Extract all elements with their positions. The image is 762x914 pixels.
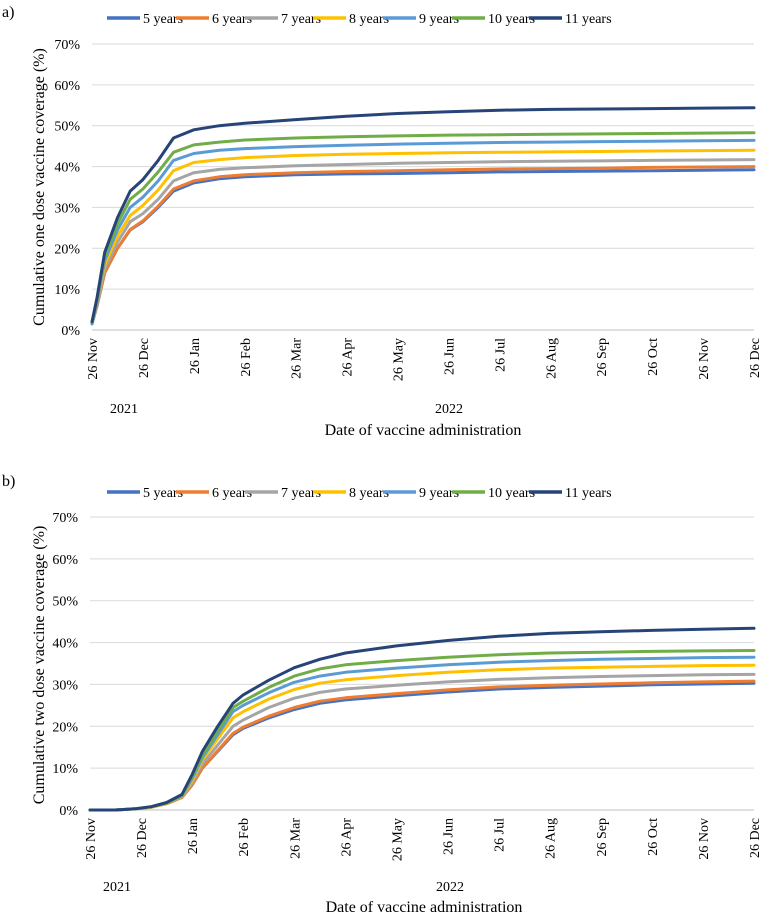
x-tick-label-a: 26 Mar — [290, 338, 305, 379]
legend-label-a: 8 years — [349, 12, 389, 27]
x-tick-label-b: 26 Oct — [646, 818, 661, 856]
y-tick-label-b: 30% — [52, 678, 78, 693]
y-ticks-b: 0% 10% 20% 30% 40% 50% 60% 70% — [52, 511, 78, 819]
panel-label-a: a) — [2, 4, 14, 21]
x-tick-label-a: 26 Jul — [493, 338, 508, 372]
x-ticks-a: 26 Nov 26 Dec 26 Jan 26 Feb 26 Mar 26 Apr 26 M… — [86, 338, 762, 382]
legend-label-a: 5 years — [143, 12, 183, 27]
x-tick-label-b: 26 May — [390, 818, 405, 861]
y-tick-label-a: 60% — [54, 79, 80, 94]
grid-a — [92, 43, 754, 331]
x-tick-label-a: 26 Nov — [697, 338, 712, 380]
y-tick-label-a: 20% — [54, 242, 80, 257]
series-group-a — [90, 106, 756, 326]
x-tick-label-a: 26 May — [392, 338, 407, 381]
x-tick-label-a: 26 Dec — [137, 338, 152, 378]
legend-label-b: 5 years — [143, 486, 183, 501]
legend-label-b: 11 years — [565, 486, 612, 501]
year-label-2021-a: 2021 — [110, 402, 138, 417]
x-axis-title-b: Date of vaccine administration — [326, 899, 523, 914]
x-tick-label-a: 26 Aug — [544, 338, 559, 379]
legend-label-b: 6 years — [212, 486, 252, 501]
legend-b: 5 years 6 years 7 years 8 years 9 years 10 ye… — [107, 486, 612, 501]
x-tick-label-a: 26 Feb — [239, 338, 254, 377]
y-tick-label-a: 50% — [54, 120, 80, 135]
y-tick-label-a: 30% — [54, 201, 80, 216]
legend-label-a: 11 years — [565, 12, 612, 27]
y-axis-title-a: Cumulative one dose vaccine coverage (%) — [31, 48, 48, 326]
x-tick-label-b: 26 Mar — [288, 818, 303, 859]
x-tick-label-b: 26 Apr — [339, 818, 354, 857]
x-tick-label-a: 26 Oct — [646, 338, 661, 376]
x-tick-label-b: 26 Feb — [237, 818, 252, 857]
series-line-a-6-years — [90, 165, 756, 326]
x-tick-label-b: 26 Nov — [697, 818, 712, 860]
x-axis-title-a: Date of vaccine administration — [325, 422, 522, 439]
legend-label-a: 7 years — [281, 12, 321, 27]
panel-label-b: b) — [2, 473, 15, 490]
series-line-a-5-years — [90, 168, 756, 326]
series-group-b — [88, 626, 756, 812]
series-line-a-9-years — [90, 138, 756, 326]
y-tick-label-b: 0% — [59, 804, 78, 819]
x-ticks-b: 26 Nov 26 Dec 26 Jan 26 Feb 26 Mar 26 Apr 26 M… — [84, 818, 762, 862]
y-tick-label-a: 70% — [54, 38, 80, 53]
x-tick-label-a: 26 Dec — [748, 338, 762, 378]
series-line-a-8-years — [90, 148, 756, 326]
y-tick-label-a: 0% — [61, 324, 80, 339]
y-tick-label-b: 10% — [52, 762, 78, 777]
x-tick-label-b: 26 Jul — [493, 818, 508, 852]
x-tick-label-b: 26 Jun — [442, 818, 457, 855]
series-line-a-11-years — [90, 106, 756, 324]
y-tick-label-b: 70% — [52, 511, 78, 526]
legend-label-b: 8 years — [349, 486, 389, 501]
year-label-2021-b: 2021 — [103, 880, 131, 895]
y-ticks-a: 0% 10% 20% 30% 40% 50% 60% 70% — [54, 38, 80, 339]
legend-label-b: 9 years — [419, 486, 459, 501]
x-tick-label-a: 26 Jan — [188, 338, 203, 374]
x-tick-label-b: 26 Dec — [748, 818, 762, 858]
y-tick-label-a: 40% — [54, 161, 80, 176]
x-tick-label-a: 26 Sep — [595, 338, 610, 377]
series-line-a-10-years — [90, 131, 756, 325]
series-line-b-6-years — [88, 679, 756, 812]
y-tick-label-b: 60% — [52, 553, 78, 568]
legend-label-a: 10 years — [488, 12, 535, 27]
x-tick-label-a: 26 Jun — [442, 338, 457, 375]
series-line-b-5-years — [88, 681, 756, 812]
y-tick-label-b: 40% — [52, 637, 78, 652]
legend-label-b: 10 years — [488, 486, 535, 501]
y-tick-label-b: 20% — [52, 720, 78, 735]
year-label-2022-a: 2022 — [435, 402, 463, 417]
grid-b — [90, 516, 754, 811]
x-tick-label-b: 26 Dec — [135, 818, 150, 858]
legend-a: 5 years 6 years 7 years 8 years 9 years 10 ye… — [107, 12, 612, 27]
series-line-b-11-years — [88, 626, 756, 812]
x-tick-label-b: 26 Sep — [595, 818, 610, 857]
panel-b-chart: b) 5 years 6 years 7 years 8 years 9 years 10… — [2, 473, 762, 914]
y-axis-title-b: Cumulative two dose vaccine coverage (%) — [31, 526, 48, 805]
x-tick-label-a: 26 Nov — [86, 338, 101, 380]
y-tick-label-b: 50% — [52, 595, 78, 610]
y-tick-label-a: 10% — [54, 283, 80, 298]
x-tick-label-b: 26 Nov — [84, 818, 99, 860]
legend-label-a: 6 years — [212, 12, 252, 27]
x-tick-label-b: 26 Aug — [544, 818, 559, 859]
legend-label-b: 7 years — [281, 486, 321, 501]
series-line-a-7-years — [90, 158, 756, 326]
year-label-2022-b: 2022 — [436, 880, 464, 895]
panel-a-chart: a) 5 years 6 years 7 years 8 years 9 years 10… — [2, 4, 762, 439]
legend-label-a: 9 years — [419, 12, 459, 27]
x-tick-label-b: 26 Jan — [186, 818, 201, 854]
x-tick-label-a: 26 Apr — [341, 338, 356, 377]
